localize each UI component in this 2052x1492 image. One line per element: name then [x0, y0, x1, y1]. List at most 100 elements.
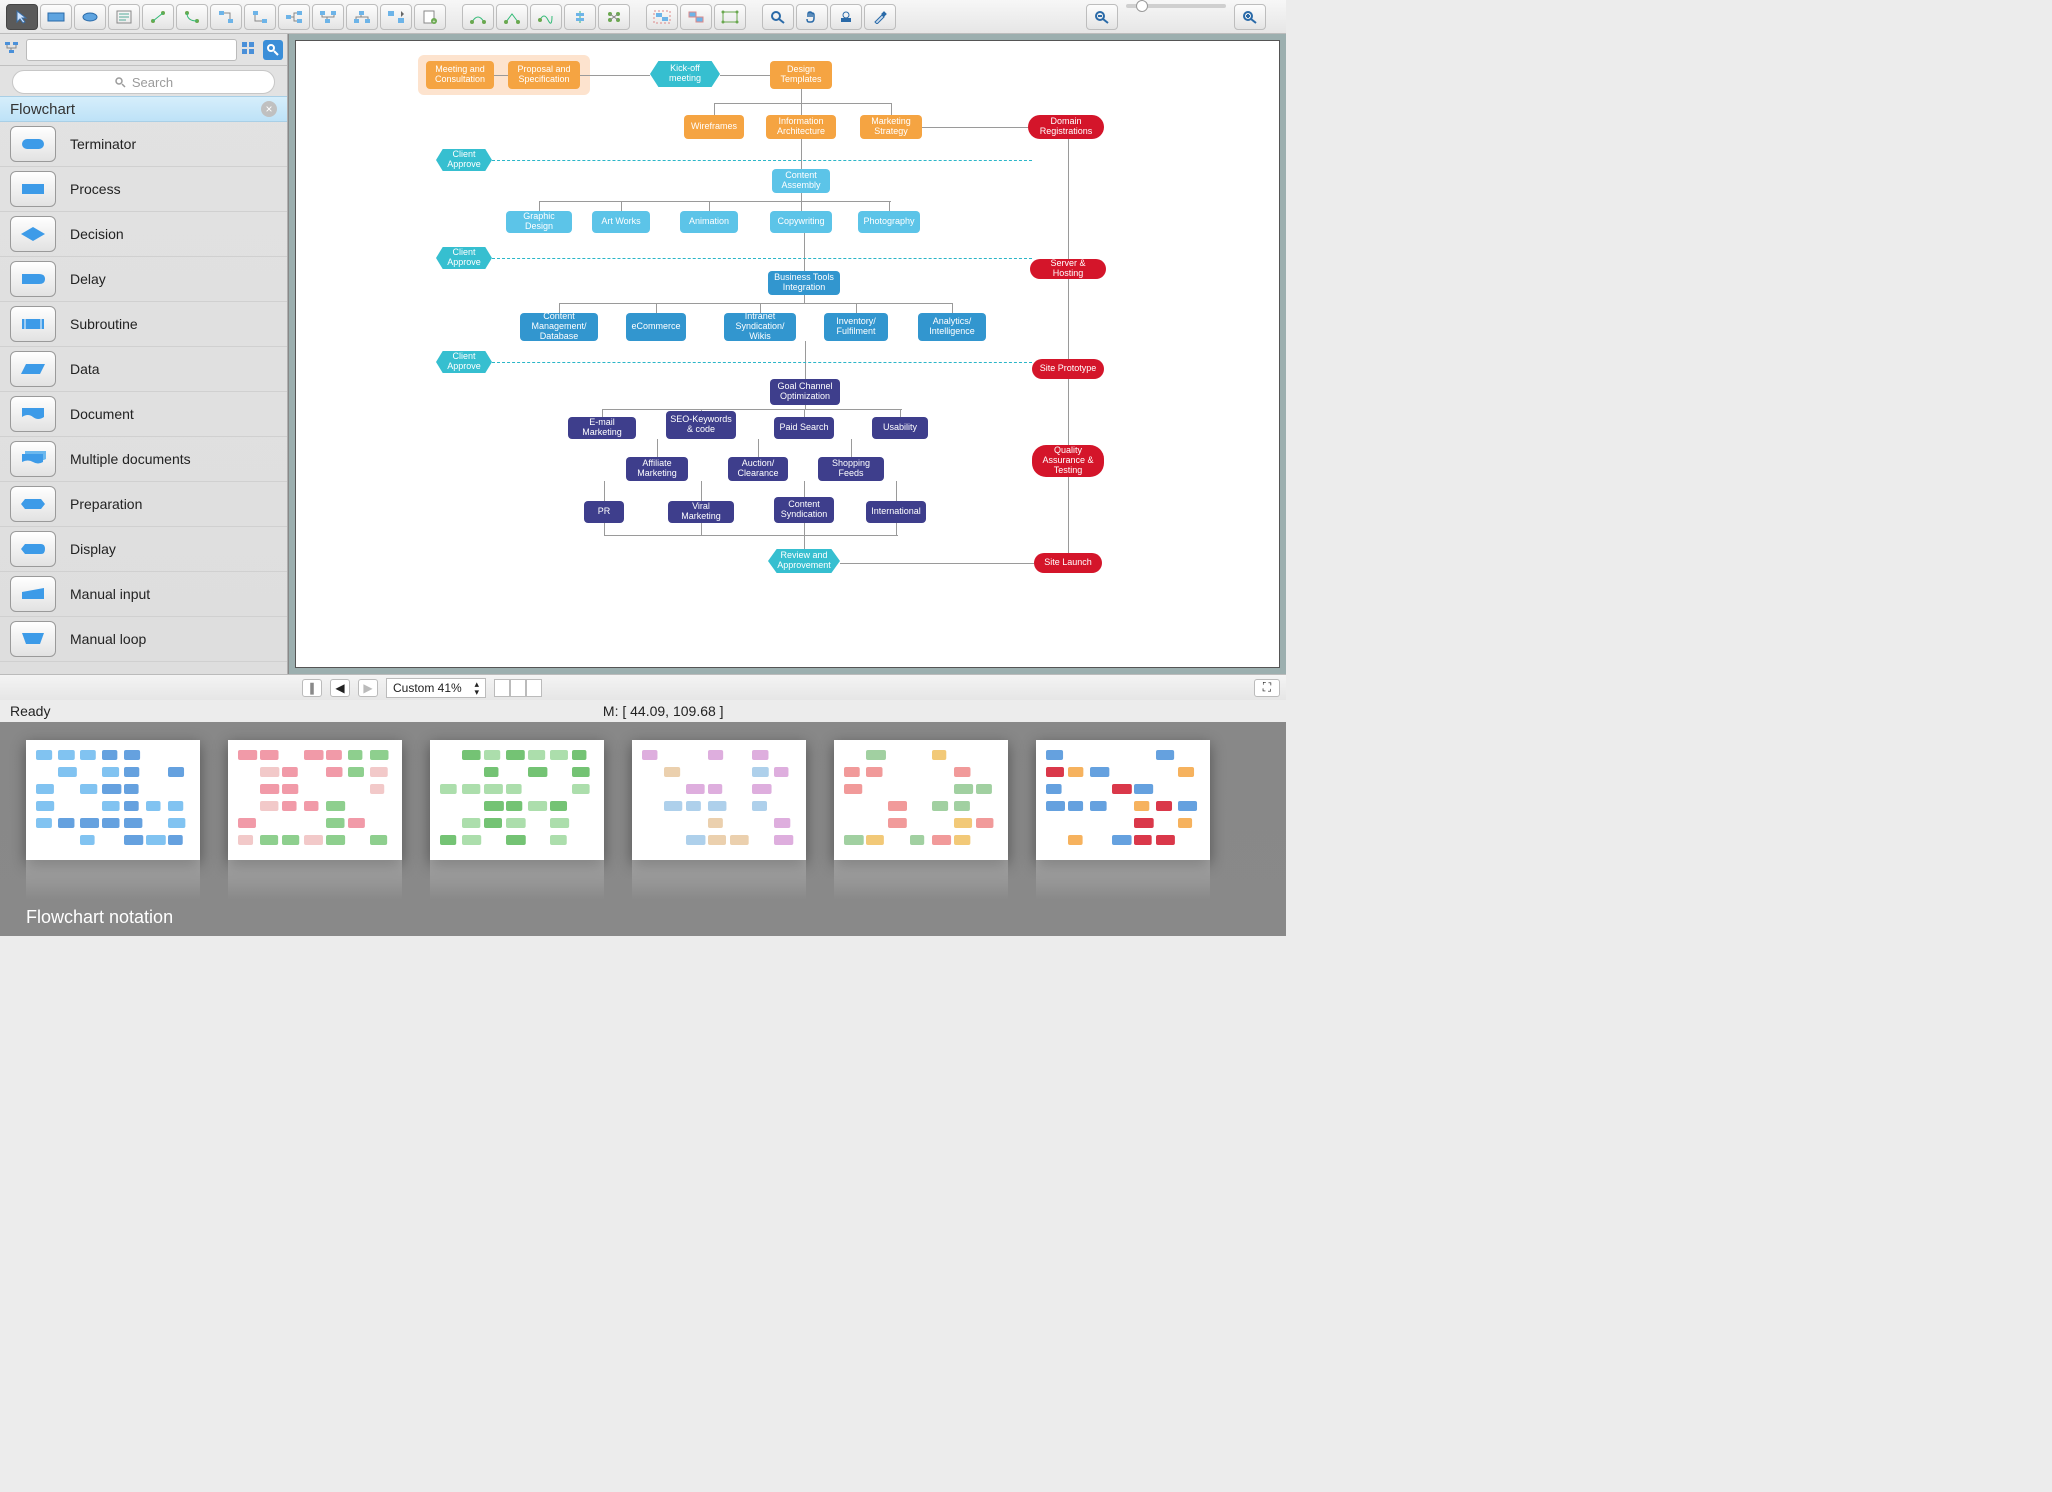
shape-item-subroutine[interactable]: Subroutine: [0, 302, 287, 347]
node-photo[interactable]: Photography: [858, 211, 920, 233]
distribute-tool[interactable]: [598, 4, 630, 30]
node-designtpl[interactable]: Design Templates: [770, 61, 832, 89]
node-meeting[interactable]: Meeting and Consultation: [426, 61, 494, 89]
pause-button[interactable]: ∥: [302, 679, 322, 697]
zoom-combo[interactable]: Custom 41% ▴▾: [386, 678, 486, 698]
text-tool[interactable]: [108, 4, 140, 30]
category-header[interactable]: Flowchart ×: [0, 96, 287, 122]
node-proposal[interactable]: Proposal and Specification: [508, 61, 580, 89]
sidebar-filter-input[interactable]: [26, 39, 237, 61]
node-assembly[interactable]: Content Assembly: [772, 169, 830, 193]
node-intl[interactable]: International: [866, 501, 926, 523]
shape-item-display[interactable]: Display: [0, 527, 287, 572]
shape-item-terminator[interactable]: Terminator: [0, 122, 287, 167]
ellipse-tool[interactable]: [74, 4, 106, 30]
gallery-thumb[interactable]: [228, 740, 402, 860]
node-email[interactable]: E-mail Marketing: [568, 417, 636, 439]
node-analytics[interactable]: Analytics/ Intelligence: [918, 313, 986, 341]
conn-tool-6[interactable]: [312, 4, 344, 30]
node-synd[interactable]: Content Syndication: [774, 497, 834, 523]
shape-item-manualloop[interactable]: Manual loop: [0, 617, 287, 662]
node-aff[interactable]: Affiliate Marketing: [626, 457, 688, 481]
conn-tool-7[interactable]: [346, 4, 378, 30]
page-tabs[interactable]: [494, 679, 542, 697]
shape-item-data[interactable]: Data: [0, 347, 287, 392]
pointer-tool[interactable]: [6, 4, 38, 30]
node-tools[interactable]: Business Tools Integration: [768, 271, 840, 295]
snap-tool[interactable]: [830, 4, 862, 30]
node-goal[interactable]: Goal Channel Optimization: [770, 379, 840, 405]
gallery-thumb[interactable]: [26, 740, 200, 860]
node-wireframes[interactable]: Wireframes: [684, 115, 744, 139]
shape-item-decision[interactable]: Decision: [0, 212, 287, 257]
node-shop[interactable]: Shopping Feeds: [818, 457, 884, 481]
spline-tool[interactable]: [530, 4, 562, 30]
rect-tool[interactable]: [40, 4, 72, 30]
node-copy[interactable]: Copywriting: [770, 211, 832, 233]
shape-item-multidoc[interactable]: Multiple documents: [0, 437, 287, 482]
canvas[interactable]: Meeting and Consultation Proposal and Spe…: [295, 40, 1280, 668]
reshape-tool[interactable]: [714, 4, 746, 30]
node-marketing[interactable]: Marketing Strategy: [860, 115, 922, 139]
node-server[interactable]: Server & Hosting: [1030, 259, 1106, 279]
node-kickoff[interactable]: Kick-off meeting: [650, 61, 720, 87]
node-ecom[interactable]: eCommerce: [626, 313, 686, 341]
node-qa[interactable]: Quality Assurance & Testing: [1032, 445, 1104, 477]
node-intra[interactable]: Intranet Syndication/ Wikis: [724, 313, 796, 341]
node-art[interactable]: Art Works: [592, 211, 650, 233]
node-seo[interactable]: SEO-Keywords & code: [666, 411, 736, 439]
node-review[interactable]: Review and Approvement: [768, 549, 840, 573]
conn-tool-1[interactable]: [142, 4, 174, 30]
zoom-out-button[interactable]: [1086, 4, 1118, 30]
shape-item-preparation[interactable]: Preparation: [0, 482, 287, 527]
new-page-tool[interactable]: +: [414, 4, 446, 30]
conn-tool-5[interactable]: [278, 4, 310, 30]
node-approve2[interactable]: Client Approve: [436, 247, 492, 269]
ungroup-tool[interactable]: [680, 4, 712, 30]
shape-item-delay[interactable]: Delay: [0, 257, 287, 302]
zoom-slider[interactable]: [1126, 4, 1226, 8]
grid-icon[interactable]: [241, 41, 259, 58]
zoom-in-button[interactable]: [1234, 4, 1266, 30]
gallery-thumb[interactable]: [1036, 740, 1210, 860]
search-icon[interactable]: [263, 40, 283, 60]
shape-item-manualinput[interactable]: Manual input: [0, 572, 287, 617]
node-launch[interactable]: Site Launch: [1034, 553, 1102, 573]
node-pr[interactable]: PR: [584, 501, 624, 523]
bezier-tool[interactable]: [462, 4, 494, 30]
expand-button[interactable]: ⛶: [1254, 679, 1280, 697]
next-button[interactable]: ▶: [358, 679, 378, 697]
node-usab[interactable]: Usability: [872, 417, 928, 439]
conn-tool-4[interactable]: [244, 4, 276, 30]
node-anim[interactable]: Animation: [680, 211, 738, 233]
pan-tool[interactable]: [796, 4, 828, 30]
search-input[interactable]: Search: [12, 70, 275, 94]
conn-tool-2[interactable]: [176, 4, 208, 30]
node-approve1[interactable]: Client Approve: [436, 149, 492, 171]
arc-tool[interactable]: [496, 4, 528, 30]
node-proto[interactable]: Site Prototype: [1032, 359, 1104, 379]
shape-item-process[interactable]: Process: [0, 167, 287, 212]
node-viral[interactable]: Viral Marketing: [668, 501, 734, 523]
eyedrop-tool[interactable]: [864, 4, 896, 30]
node-approve3[interactable]: Client Approve: [436, 351, 492, 373]
zoom-tool[interactable]: [762, 4, 794, 30]
close-icon[interactable]: ×: [261, 101, 277, 117]
stepper-icon[interactable]: ▴▾: [474, 680, 479, 696]
node-ia[interactable]: Information Architecture: [766, 115, 836, 139]
gallery-thumb[interactable]: [632, 740, 806, 860]
node-domain[interactable]: Domain Registrations: [1028, 115, 1104, 139]
gallery-thumb[interactable]: [834, 740, 1008, 860]
conn-drop-tool[interactable]: [380, 4, 412, 30]
node-auct[interactable]: Auction/ Clearance: [728, 457, 788, 481]
node-inv[interactable]: Inventory/ Fulfilment: [824, 313, 888, 341]
gallery-thumb[interactable]: [430, 740, 604, 860]
node-graphic[interactable]: Graphic Design: [506, 211, 572, 233]
node-paid[interactable]: Paid Search: [774, 417, 834, 439]
shape-item-document[interactable]: Document: [0, 392, 287, 437]
node-cms[interactable]: Content Management/ Database: [520, 313, 598, 341]
align-tool[interactable]: [564, 4, 596, 30]
group-tool[interactable]: [646, 4, 678, 30]
conn-tool-3[interactable]: [210, 4, 242, 30]
prev-button[interactable]: ◀: [330, 679, 350, 697]
